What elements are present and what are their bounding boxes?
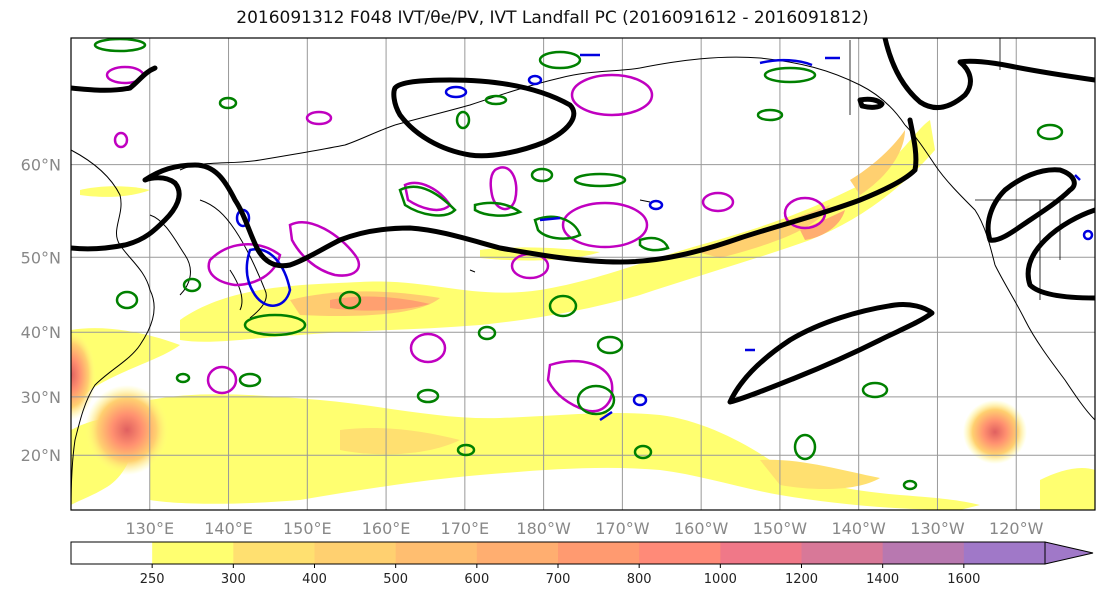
colorbar-segment	[963, 542, 1046, 564]
colorbar	[70, 541, 1094, 565]
pv-contours	[105, 65, 827, 413]
colorbar-tick-label: 700	[546, 572, 571, 587]
lat-tick-label: 50°N	[21, 248, 61, 267]
ivt-maxima	[71, 330, 1027, 475]
lat-tick-label: 30°N	[21, 388, 61, 407]
map-layers	[71, 38, 1095, 510]
colorbar-segment	[639, 542, 721, 564]
blue-contours	[235, 53, 1094, 422]
ivt-shading	[71, 120, 1095, 510]
colorbar-segment	[720, 542, 802, 564]
map-frame	[70, 37, 1096, 511]
lon-tick-label: 180°W	[516, 519, 571, 538]
lat-tick-label: 40°N	[21, 323, 61, 342]
colorbar-segment	[152, 542, 234, 564]
colorbar-segment	[558, 542, 640, 564]
colorbar-segment	[233, 542, 315, 564]
chart-title: 2016091312 F048 IVT/θe/PV, IVT Landfall …	[236, 8, 869, 28]
lon-tick-label: 140°W	[832, 519, 887, 538]
colorbar-segment	[476, 542, 559, 564]
colorbar-tick-label: 400	[302, 572, 327, 587]
colorbar-segment	[395, 542, 478, 564]
longitude-labels: 130°E 140°E 150°E 160°E 170°E 180°W 170°W 160°W…	[125, 519, 1043, 538]
lat-tick-label: 60°N	[21, 156, 61, 175]
colorbar-tick-label: 1600	[947, 572, 980, 587]
colorbar-tick-label: 600	[464, 572, 489, 587]
lon-tick-label: 150°E	[283, 519, 332, 538]
lon-tick-label: 130°E	[125, 519, 174, 538]
colorbar-extend-arrow	[1044, 541, 1094, 565]
colorbar-tick-label: 1400	[866, 572, 899, 587]
colorbar-segment	[882, 542, 965, 564]
lon-tick-label: 130°W	[910, 519, 965, 538]
colorbar-tick-label: 300	[221, 572, 246, 587]
lon-tick-label: 170°E	[441, 519, 490, 538]
landfall-pc-contours	[71, 38, 1095, 405]
latitude-labels: 60°N 50°N 40°N 30°N 20°N	[21, 156, 61, 466]
lon-tick-label: 150°W	[753, 519, 808, 538]
lon-tick-label: 160°E	[362, 519, 411, 538]
lon-tick-label: 170°W	[595, 519, 650, 538]
colorbar-segment	[801, 542, 884, 564]
lat-tick-label: 20°N	[21, 446, 61, 465]
colorbar-segment	[71, 542, 153, 564]
lon-tick-label: 140°E	[204, 519, 253, 538]
lon-tick-label: 160°W	[674, 519, 729, 538]
colorbar-tick-label: 1000	[704, 572, 737, 587]
colorbar-tick-label: 800	[627, 572, 652, 587]
colorbar-labels: 250 300 400 500 600 700 800 1000 1200 1400 1600	[140, 564, 980, 587]
colorbar-segment	[314, 542, 397, 564]
theta-e-contours	[93, 38, 1064, 491]
lon-tick-label: 120°W	[989, 519, 1044, 538]
colorbar-tick-label: 1200	[785, 572, 818, 587]
colorbar-tick-label: 250	[140, 572, 165, 587]
colorbar-tick-label: 500	[383, 572, 408, 587]
